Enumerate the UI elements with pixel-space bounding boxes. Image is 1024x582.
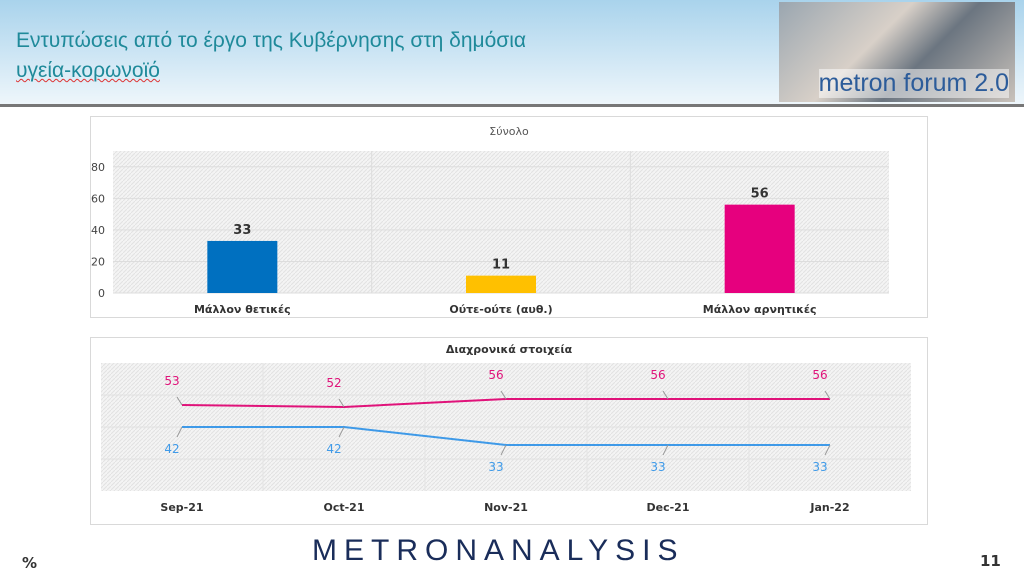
data-label: 56 <box>650 368 665 382</box>
line-chart-panel: Διαχρονικά στοιχεία Sep-21 Oct-21 Nov-21 Dec… <box>90 337 928 525</box>
data-label: 33 <box>812 460 827 474</box>
leader-line <box>176 396 183 406</box>
metron-forum-logo: metron forum 2.0 <box>779 2 1015 102</box>
title-line-2: υγεία-κορωνοϊό <box>16 59 160 82</box>
y-tick-label: 20 <box>91 255 105 268</box>
leader-line <box>500 390 507 400</box>
page-title: Εντυπώσεις από το έργο της Κυβέρνησης στ… <box>16 26 526 86</box>
y-tick-label: 80 <box>91 161 105 174</box>
data-label: 33 <box>233 223 251 238</box>
bar <box>466 275 536 293</box>
data-label: 56 <box>488 368 503 382</box>
x-tick-label: Μάλλον θετικές <box>194 303 291 316</box>
chart-title: Διαχρονικά στοιχεία <box>446 343 573 356</box>
metron-analysis-logo: METRONANALYSIS <box>312 534 685 567</box>
data-label: 56 <box>751 187 769 202</box>
leader-line <box>824 444 831 456</box>
leader-line <box>338 398 345 408</box>
line-chart: Διαχρονικά στοιχεία Sep-21 Oct-21 Nov-21 Dec… <box>101 343 911 514</box>
bar-chart-panel: Σύνολο 0 20 40 60 80 33 Μάλλον θετικές 11 Ούτε-ού… <box>90 116 928 318</box>
data-label: 33 <box>488 460 503 474</box>
unit-label: % <box>22 554 38 572</box>
y-tick-label: 0 <box>98 287 105 300</box>
data-label: 52 <box>326 376 341 390</box>
x-tick-label: Sep-21 <box>160 501 203 514</box>
page-number: 11 <box>980 552 1001 570</box>
x-tick-label: Dec-21 <box>647 501 690 514</box>
bar <box>724 204 795 293</box>
chart-title: Σύνολο <box>489 125 529 138</box>
x-tick-label: Ούτε-ούτε (αυθ.) <box>449 303 552 316</box>
data-label: 33 <box>650 460 665 474</box>
leader-line <box>176 426 183 438</box>
x-tick-label: Oct-21 <box>323 501 364 514</box>
logo-text: metron forum 2.0 <box>818 69 1009 98</box>
data-label: 11 <box>492 258 510 273</box>
leader-line <box>662 444 669 456</box>
y-tick-label: 40 <box>91 224 105 237</box>
data-label: 56 <box>812 368 827 382</box>
x-tick-label: Μάλλον αρνητικές <box>703 303 817 316</box>
x-tick-label: Jan-22 <box>809 501 849 514</box>
leader-line <box>824 390 831 400</box>
leader-line <box>662 390 669 400</box>
header: Εντυπώσεις από το έργο της Κυβέρνησης στ… <box>0 0 1024 107</box>
bar-chart: Σύνολο 0 20 40 60 80 33 Μάλλον θετικές 11 Ούτε-ού… <box>91 125 889 316</box>
data-label: 42 <box>164 442 179 456</box>
y-tick-label: 60 <box>91 192 105 205</box>
leader-line <box>338 426 345 438</box>
leader-line <box>500 444 507 456</box>
data-label: 53 <box>164 374 179 388</box>
bar <box>207 240 278 293</box>
title-line-1: Εντυπώσεις από το έργο της Κυβέρνησης στ… <box>16 29 527 52</box>
data-label: 42 <box>326 442 341 456</box>
x-tick-label: Nov-21 <box>484 501 528 514</box>
